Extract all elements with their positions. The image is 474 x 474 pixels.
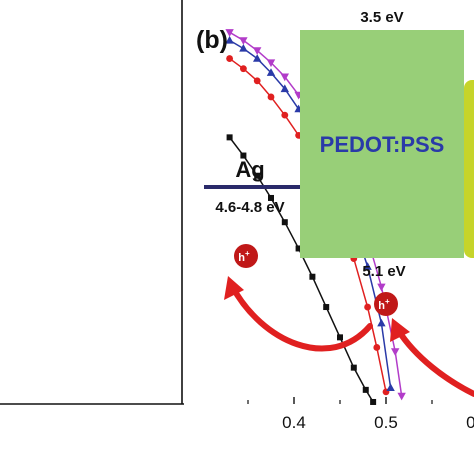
hole-injection-arrow bbox=[395, 327, 474, 397]
homo-level-label: 5.1 eV bbox=[362, 263, 405, 280]
hole-icon: h+ bbox=[234, 244, 258, 268]
data-point bbox=[362, 386, 369, 393]
data-point bbox=[280, 73, 289, 82]
svg-text:h+: h+ bbox=[378, 297, 390, 312]
data-point bbox=[391, 348, 400, 356]
neighbor-layer-band bbox=[464, 80, 474, 258]
data-point bbox=[397, 392, 406, 401]
series-1 bbox=[226, 134, 377, 405]
data-point bbox=[254, 172, 261, 179]
data-point bbox=[377, 318, 386, 327]
data-point bbox=[280, 84, 289, 93]
data-point bbox=[225, 35, 234, 44]
data-point bbox=[268, 194, 274, 201]
hole-injection-arrowhead bbox=[390, 318, 410, 342]
ag-level-label: 4.6-4.8 eV bbox=[215, 199, 284, 216]
lumo-level-label: 3.5 eV bbox=[360, 9, 403, 26]
data-point bbox=[253, 77, 261, 85]
data-point bbox=[337, 334, 343, 341]
x-tick-label: 0.5 bbox=[374, 413, 398, 432]
pedot-pss-label: PEDOT:PSS bbox=[320, 132, 445, 157]
data-point bbox=[386, 383, 395, 392]
data-point bbox=[253, 47, 262, 55]
hole-icon: h+ bbox=[374, 292, 398, 316]
data-point bbox=[240, 152, 247, 159]
series-line bbox=[229, 136, 374, 403]
ag-label: Ag bbox=[235, 157, 264, 182]
data-point bbox=[253, 54, 262, 62]
hole-transfer-arrowhead bbox=[224, 276, 244, 300]
data-point bbox=[267, 93, 275, 101]
data-point bbox=[281, 219, 288, 226]
data-point bbox=[377, 283, 386, 292]
data-point bbox=[363, 262, 372, 270]
data-point bbox=[226, 55, 234, 62]
data-point bbox=[225, 29, 234, 37]
data-point bbox=[266, 59, 276, 68]
data-point bbox=[266, 68, 276, 76]
data-point bbox=[323, 304, 330, 311]
data-point bbox=[226, 134, 233, 141]
x-tick-label: 0.4 bbox=[282, 413, 306, 432]
svg-text:h+: h+ bbox=[238, 249, 250, 264]
hole-transfer-arrow bbox=[229, 283, 373, 352]
x-ticks: 0.4 0.5 0.6 bbox=[247, 397, 474, 432]
data-point bbox=[364, 303, 371, 311]
data-point bbox=[239, 43, 248, 52]
data-point bbox=[373, 344, 381, 351]
data-point bbox=[295, 245, 302, 252]
x-tick-label: 0.6 bbox=[466, 413, 474, 432]
data-point bbox=[240, 65, 247, 73]
pedot-pss-band bbox=[300, 30, 464, 258]
energy-diagram: (b) PEDOT:PSS 3.5 eV 5.1 eV Ag 4.6-4.8 e… bbox=[196, 9, 474, 397]
data-point bbox=[281, 111, 289, 119]
data-point bbox=[309, 273, 316, 280]
data-point bbox=[370, 398, 377, 405]
data-point bbox=[239, 37, 248, 45]
data-point bbox=[350, 364, 357, 371]
panel-label: (b) bbox=[196, 26, 228, 54]
